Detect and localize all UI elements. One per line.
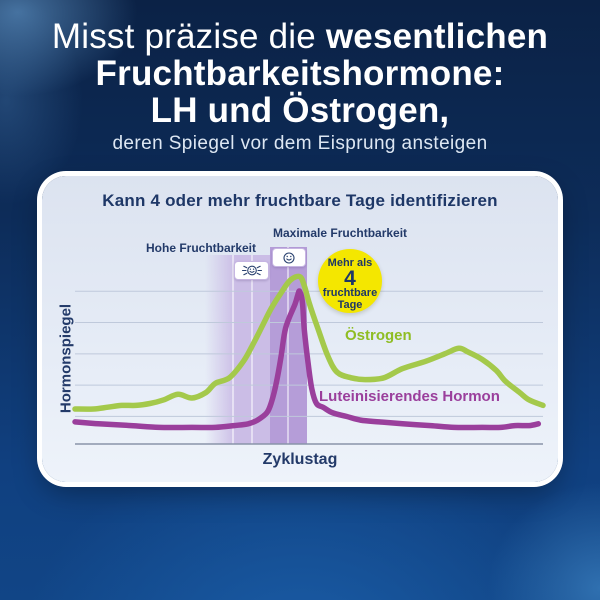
peak-fertility-label: Maximale Fruchtbarkeit bbox=[273, 226, 408, 240]
estrogen-series-label: Östrogen bbox=[345, 327, 412, 344]
x-axis-label: Zyklustag bbox=[262, 451, 338, 468]
headline: Misst präzise die wesentlichen Fruchtbar… bbox=[0, 18, 600, 155]
hormone-level-chart bbox=[72, 273, 546, 445]
series-line-lh bbox=[72, 288, 542, 431]
lh-series-label: Luteinisierendes Hormon bbox=[319, 388, 500, 405]
headline-line-1: Misst präzise die wesentlichen bbox=[0, 18, 600, 55]
chart-card: Kann 4 oder mehr fruchtbare Tage identif… bbox=[42, 176, 558, 482]
badge-number: 4 bbox=[344, 267, 356, 290]
high-fertility-label: Hohe Fruchtbarkeit bbox=[146, 241, 257, 255]
headline-line-1-regular: Misst präzise die bbox=[51, 17, 326, 56]
fertile-days-badge: Mehr als 4 fruchtbare Tage bbox=[318, 249, 382, 313]
fertility-band-light bbox=[205, 255, 271, 444]
badge-line-3: Tage bbox=[337, 299, 363, 311]
badge-line-2: fruchtbare bbox=[322, 287, 378, 299]
badge-line-1: Mehr als bbox=[327, 257, 373, 269]
headline-line-1-bold: wesentlichen bbox=[325, 17, 549, 56]
flashing-smiley-icon bbox=[234, 261, 269, 280]
headline-subtitle: deren Spiegel vor dem Eisprung ansteigen bbox=[112, 133, 488, 154]
series-line-estrogen bbox=[72, 273, 546, 412]
chart-title: Kann 4 oder mehr fruchtbare Tage identif… bbox=[102, 191, 498, 210]
day-separator bbox=[232, 255, 235, 444]
headline-line-2: Fruchtbarkeitshormone: bbox=[95, 54, 505, 93]
static-smiley-icon bbox=[272, 248, 306, 267]
day-separator bbox=[286, 247, 289, 444]
headline-line-3: LH und Östrogen, bbox=[150, 91, 450, 130]
y-axis-label: Hormonspiegel bbox=[57, 303, 75, 414]
